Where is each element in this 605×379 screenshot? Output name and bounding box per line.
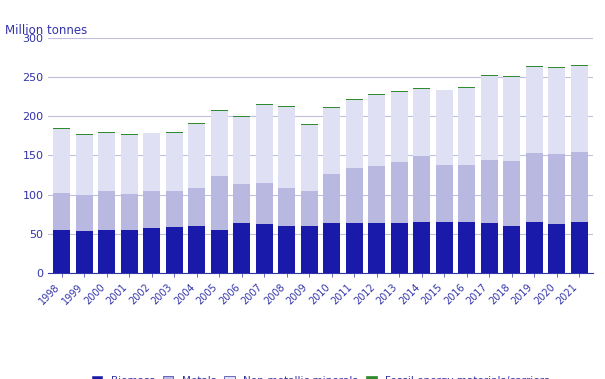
Bar	[413, 89, 430, 156]
Bar	[346, 168, 363, 223]
Bar	[211, 176, 228, 230]
Bar	[526, 67, 543, 153]
Bar	[256, 105, 273, 183]
Bar	[346, 223, 363, 273]
Bar	[481, 160, 498, 223]
Bar	[346, 99, 363, 100]
Bar	[166, 191, 183, 227]
Bar	[436, 90, 453, 165]
Bar	[76, 231, 93, 273]
Bar	[503, 226, 520, 273]
Bar	[368, 223, 385, 273]
Bar	[99, 133, 116, 191]
Bar	[413, 156, 430, 222]
Bar	[76, 135, 93, 194]
Bar	[121, 135, 138, 194]
Bar	[324, 174, 341, 223]
Bar	[391, 223, 408, 273]
Bar	[301, 191, 318, 226]
Bar	[571, 152, 588, 222]
Bar	[459, 165, 476, 222]
Bar	[234, 116, 250, 117]
Bar	[301, 226, 318, 273]
Bar	[143, 133, 160, 191]
Bar	[481, 75, 498, 76]
Bar	[189, 188, 205, 226]
Bar	[436, 165, 453, 222]
Bar	[503, 161, 520, 226]
Bar	[436, 89, 453, 90]
Bar	[526, 66, 543, 67]
Bar	[234, 184, 250, 223]
Bar	[346, 100, 363, 168]
Bar	[413, 222, 430, 273]
Bar	[53, 129, 70, 193]
Bar	[278, 106, 295, 107]
Bar	[53, 230, 70, 273]
Bar	[189, 226, 205, 273]
Bar	[324, 223, 341, 273]
Bar	[571, 66, 588, 152]
Bar	[571, 222, 588, 273]
Bar	[368, 95, 385, 166]
Bar	[166, 227, 183, 273]
Bar	[121, 134, 138, 135]
Bar	[143, 228, 160, 273]
Bar	[549, 224, 565, 273]
Bar	[99, 191, 116, 230]
Legend: Biomass, Metals, Non-metallic minerals, Fossil energy materials/carriers: Biomass, Metals, Non-metallic minerals, …	[88, 371, 554, 379]
Bar	[76, 134, 93, 135]
Bar	[503, 76, 520, 77]
Bar	[278, 107, 295, 188]
Bar	[459, 222, 476, 273]
Bar	[121, 230, 138, 273]
Bar	[211, 230, 228, 273]
Bar	[234, 223, 250, 273]
Bar	[436, 222, 453, 273]
Bar	[459, 87, 476, 88]
Bar	[166, 132, 183, 133]
Bar	[166, 133, 183, 191]
Bar	[391, 162, 408, 223]
Text: Million tonnes: Million tonnes	[5, 24, 87, 37]
Bar	[76, 194, 93, 231]
Bar	[99, 230, 116, 273]
Bar	[256, 224, 273, 273]
Bar	[53, 128, 70, 129]
Bar	[121, 194, 138, 230]
Bar	[143, 191, 160, 228]
Bar	[549, 67, 565, 68]
Bar	[256, 183, 273, 224]
Bar	[53, 193, 70, 230]
Bar	[368, 94, 385, 95]
Bar	[99, 132, 116, 133]
Bar	[189, 124, 205, 188]
Bar	[278, 226, 295, 273]
Bar	[526, 222, 543, 273]
Bar	[301, 124, 318, 125]
Bar	[503, 77, 520, 161]
Bar	[459, 88, 476, 165]
Bar	[413, 88, 430, 89]
Bar	[234, 117, 250, 184]
Bar	[211, 110, 228, 111]
Bar	[368, 166, 385, 223]
Bar	[526, 153, 543, 222]
Bar	[278, 188, 295, 226]
Bar	[549, 68, 565, 154]
Bar	[481, 223, 498, 273]
Bar	[391, 92, 408, 162]
Bar	[211, 111, 228, 176]
Bar	[324, 107, 341, 108]
Bar	[391, 91, 408, 92]
Bar	[549, 154, 565, 224]
Bar	[189, 123, 205, 124]
Bar	[571, 65, 588, 66]
Bar	[324, 108, 341, 174]
Bar	[301, 125, 318, 191]
Bar	[481, 76, 498, 160]
